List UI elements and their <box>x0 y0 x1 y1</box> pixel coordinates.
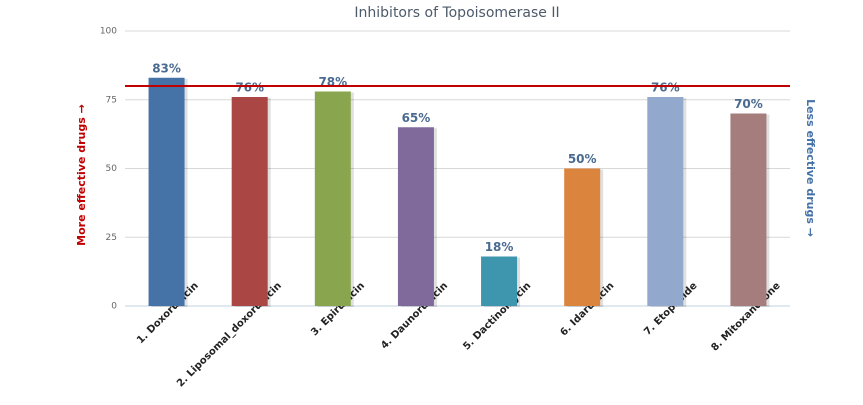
right-annotation: Less effective drugs → <box>804 99 817 237</box>
y-tick-label: 100 <box>100 27 117 37</box>
left-annotation: More effective drugs → <box>75 104 88 246</box>
bar <box>314 91 351 306</box>
data-label: 50% <box>568 152 597 166</box>
data-label: 83% <box>152 61 181 75</box>
y-tick-label: 50 <box>106 164 118 174</box>
bar <box>397 127 434 306</box>
bar <box>564 168 601 306</box>
data-label: 76% <box>651 81 680 95</box>
bar <box>231 97 268 306</box>
bar <box>647 97 684 306</box>
data-label: 76% <box>235 81 264 95</box>
bar <box>148 77 185 306</box>
y-tick-label: 25 <box>106 233 117 243</box>
y-tick-label: 75 <box>106 95 117 105</box>
data-label: 18% <box>485 240 514 254</box>
data-label: 70% <box>734 97 763 111</box>
chart-title: Inhibitors of Topoisomerase II <box>354 5 559 21</box>
bar <box>730 113 767 306</box>
data-label: 65% <box>402 111 431 125</box>
bar <box>481 256 518 306</box>
y-tick-label: 0 <box>111 302 117 312</box>
